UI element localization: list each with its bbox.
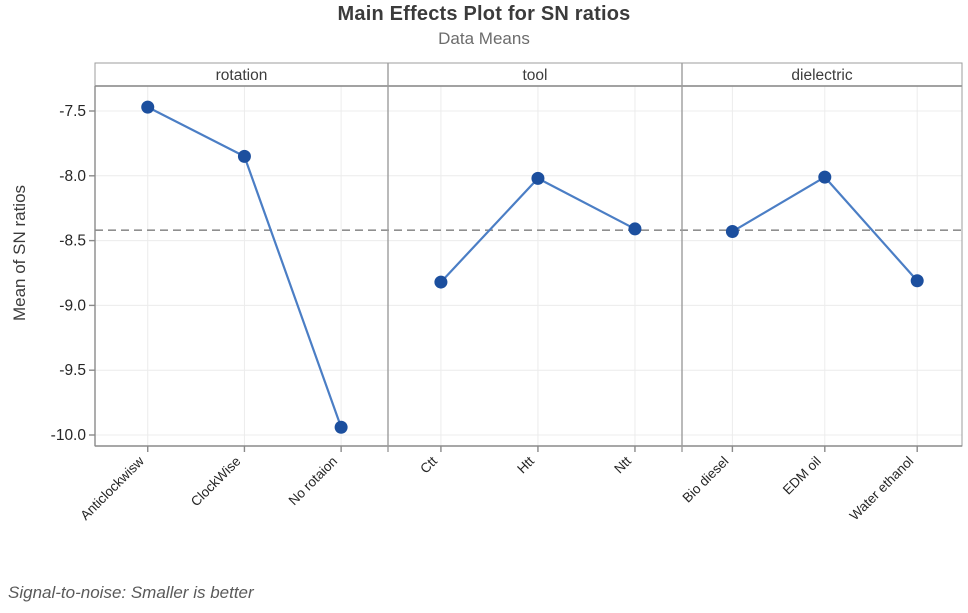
x-tick-label: Htt <box>514 453 537 476</box>
y-tick-label: -10.0 <box>51 427 87 444</box>
y-axis-title: Mean of SN ratios <box>10 185 29 321</box>
x-tick-label: Bio diesel <box>680 454 732 506</box>
x-tick-label: ClockWise <box>188 454 244 510</box>
y-tick-label: -8.5 <box>59 233 86 250</box>
panel-label-rotation: rotation <box>216 67 268 84</box>
x-tick-label: Ctt <box>417 453 440 476</box>
x-tick-label: Water ethanol <box>847 454 917 524</box>
data-point-marker <box>628 222 642 236</box>
y-tick-label: -9.5 <box>59 362 86 379</box>
data-point-marker <box>531 171 545 185</box>
panel-label-tool: tool <box>523 67 548 84</box>
x-tick-label: EDM oil <box>780 454 824 498</box>
y-tick-label: -7.5 <box>59 103 86 120</box>
data-point-marker <box>725 225 739 239</box>
x-tick-label: No rotaion <box>286 454 341 509</box>
data-point-marker <box>334 420 348 434</box>
y-tick-label: -9.0 <box>59 297 86 314</box>
panel-label-dielectric: dielectric <box>791 67 852 84</box>
plot-area-border <box>94 85 963 447</box>
chart-title: Main Effects Plot for SN ratios <box>337 3 631 25</box>
x-tick-label: Ntt <box>611 453 634 476</box>
signal-to-noise-footnote: Signal-to-noise: Smaller is better <box>8 583 254 602</box>
data-point-marker <box>237 149 251 163</box>
data-point-marker <box>818 170 832 184</box>
data-point-marker <box>434 275 448 289</box>
chart-subtitle: Data Means <box>438 29 530 48</box>
data-point-marker <box>910 274 924 288</box>
x-tick-label: Anticlockwisw <box>77 453 147 523</box>
data-point-marker <box>141 100 155 114</box>
main-effects-chart-canvas: -7.5 -8.0 -8.5 -9.0 -9.5 -10.0 rotation Anticlo… <box>10 62 963 524</box>
y-tick-label: -8.0 <box>59 168 86 185</box>
